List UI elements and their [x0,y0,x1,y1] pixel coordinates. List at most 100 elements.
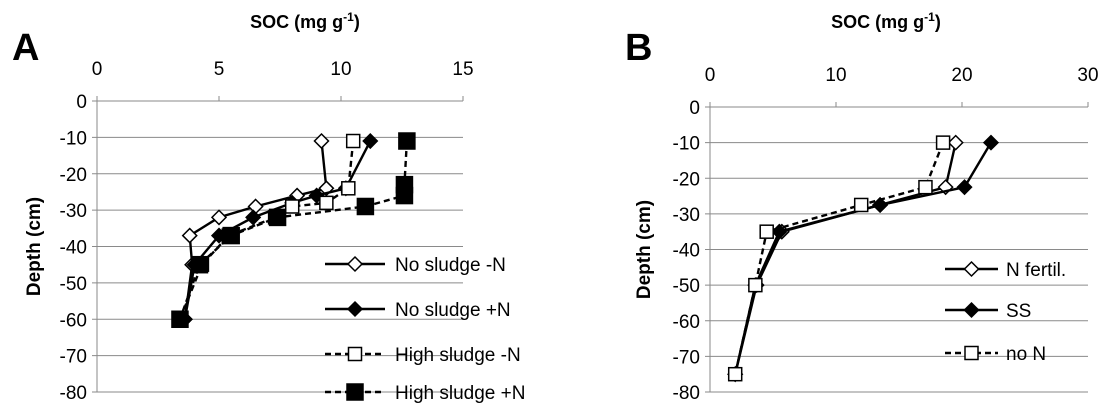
y-tick-label: 0 [689,98,700,119]
legend-label: N fertil. [1006,260,1066,281]
series-line [178,140,409,320]
x-tick-label: 10 [825,65,846,86]
y-tick-label: -70 [673,347,700,368]
data-point [247,198,264,215]
data-point [345,133,361,149]
x-axis-title-sup: -1 [924,10,935,24]
data-point [181,227,198,244]
legend-marker [964,345,979,361]
data-point [268,208,287,227]
data-point [190,255,209,274]
data-point [313,132,330,150]
legend-item: SS [945,301,1031,322]
x-tick-label: 0 [705,65,716,86]
series-line [183,140,328,320]
legend-marker [963,260,980,278]
legend-label: No sludge +N [395,300,511,321]
x-tick-label: 10 [330,59,351,80]
data-point [872,196,889,214]
legend-marker [963,301,980,319]
x-tick-label: 0 [92,59,103,80]
x-axis-title-end: ) [354,12,360,32]
x-tick-label: 15 [452,59,473,80]
y-axis-title: Depth (cm) [634,200,655,299]
legend-item: No sludge +N [325,300,511,321]
legend-marker [346,383,364,401]
y-tick-label: -80 [60,383,87,404]
data-point [398,132,416,150]
data-point [727,366,743,382]
x-tick-label: 30 [1077,65,1098,86]
x-axis-title-end: ) [935,12,941,32]
y-tick-label: -40 [60,238,87,259]
series-high-sludge-n [172,133,361,327]
data-point [395,186,414,205]
x-axis-title-sup: -1 [343,10,354,24]
x-axis-title-main: SOC (mg g [831,12,924,32]
y-tick-label: -70 [60,347,87,368]
series-no-sludge-n [176,132,335,328]
y-tick-label: -80 [673,383,700,404]
data-point [759,224,774,239]
data-point [341,181,356,196]
legend-marker [346,255,364,273]
series-line [178,140,355,320]
x-tick-label: 5 [214,59,225,80]
legend-item: High sludge -N [325,345,521,366]
y-tick-label: -20 [673,169,700,190]
y-tick-label: 0 [76,92,87,113]
series-line [734,142,945,375]
chart-panel-a: 0 -10 -20 -30 -40 -50 -60 -70 -80 0 5 10 15 A SOC (mg … [12,10,525,404]
legend-label: SS [1006,301,1031,322]
panel-label: A [12,27,39,69]
data-point [956,179,973,196]
data-point [356,197,375,216]
data-point [982,134,1000,151]
data-point [918,179,933,195]
series-no-n [727,135,951,382]
data-point [935,135,951,150]
legend-label: No sludge -N [395,255,506,276]
legend-item: No sludge -N [325,255,506,276]
y-tick-label: -20 [60,165,87,186]
data-point [853,197,869,213]
x-axis-title: SOC (mg g-1) [250,10,360,32]
legend-label: no N [1006,344,1046,365]
legend-label: High sludge +N [395,383,525,404]
data-point [245,209,262,226]
y-tick-label: -60 [673,312,700,333]
y-tick-label: -10 [60,128,87,149]
legend-marker [347,346,363,362]
y-tick-label: -40 [673,241,700,262]
y-tick-label: -30 [673,205,700,226]
data-point [319,195,334,211]
y-axis-title: Depth (cm) [24,197,45,296]
y-tick-label: -50 [673,276,700,297]
data-point [947,134,964,151]
chart-panel-b: 0 -10 -20 -30 -40 -50 -60 -70 -80 0 10 20 30 B SOC (mg… [625,10,1099,404]
legend-item: no N [945,344,1046,365]
data-point [171,310,189,328]
legend-item: N fertil. [945,260,1066,281]
data-point [362,132,379,150]
y-tick-label: -30 [60,201,87,222]
series-high-sludge-n [171,132,416,328]
legend-item: High sludge +N [325,383,525,404]
x-tick-label: 20 [951,65,972,86]
series-line [734,142,993,375]
data-point [210,209,228,226]
data-point [284,199,300,214]
x-axis-title-main: SOC (mg g [250,12,343,32]
series-n-fertil- [727,134,964,383]
y-tick-label: -60 [60,310,87,331]
data-point [748,277,763,293]
legend-marker [346,300,364,318]
series-no-sludge-n [176,132,379,328]
series-line [183,140,372,320]
panel-label: B [625,27,652,69]
x-axis-title: SOC (mg g-1) [831,10,941,32]
data-point [222,226,240,245]
legend-label: High sludge -N [395,345,521,366]
y-tick-label: -10 [673,134,700,155]
